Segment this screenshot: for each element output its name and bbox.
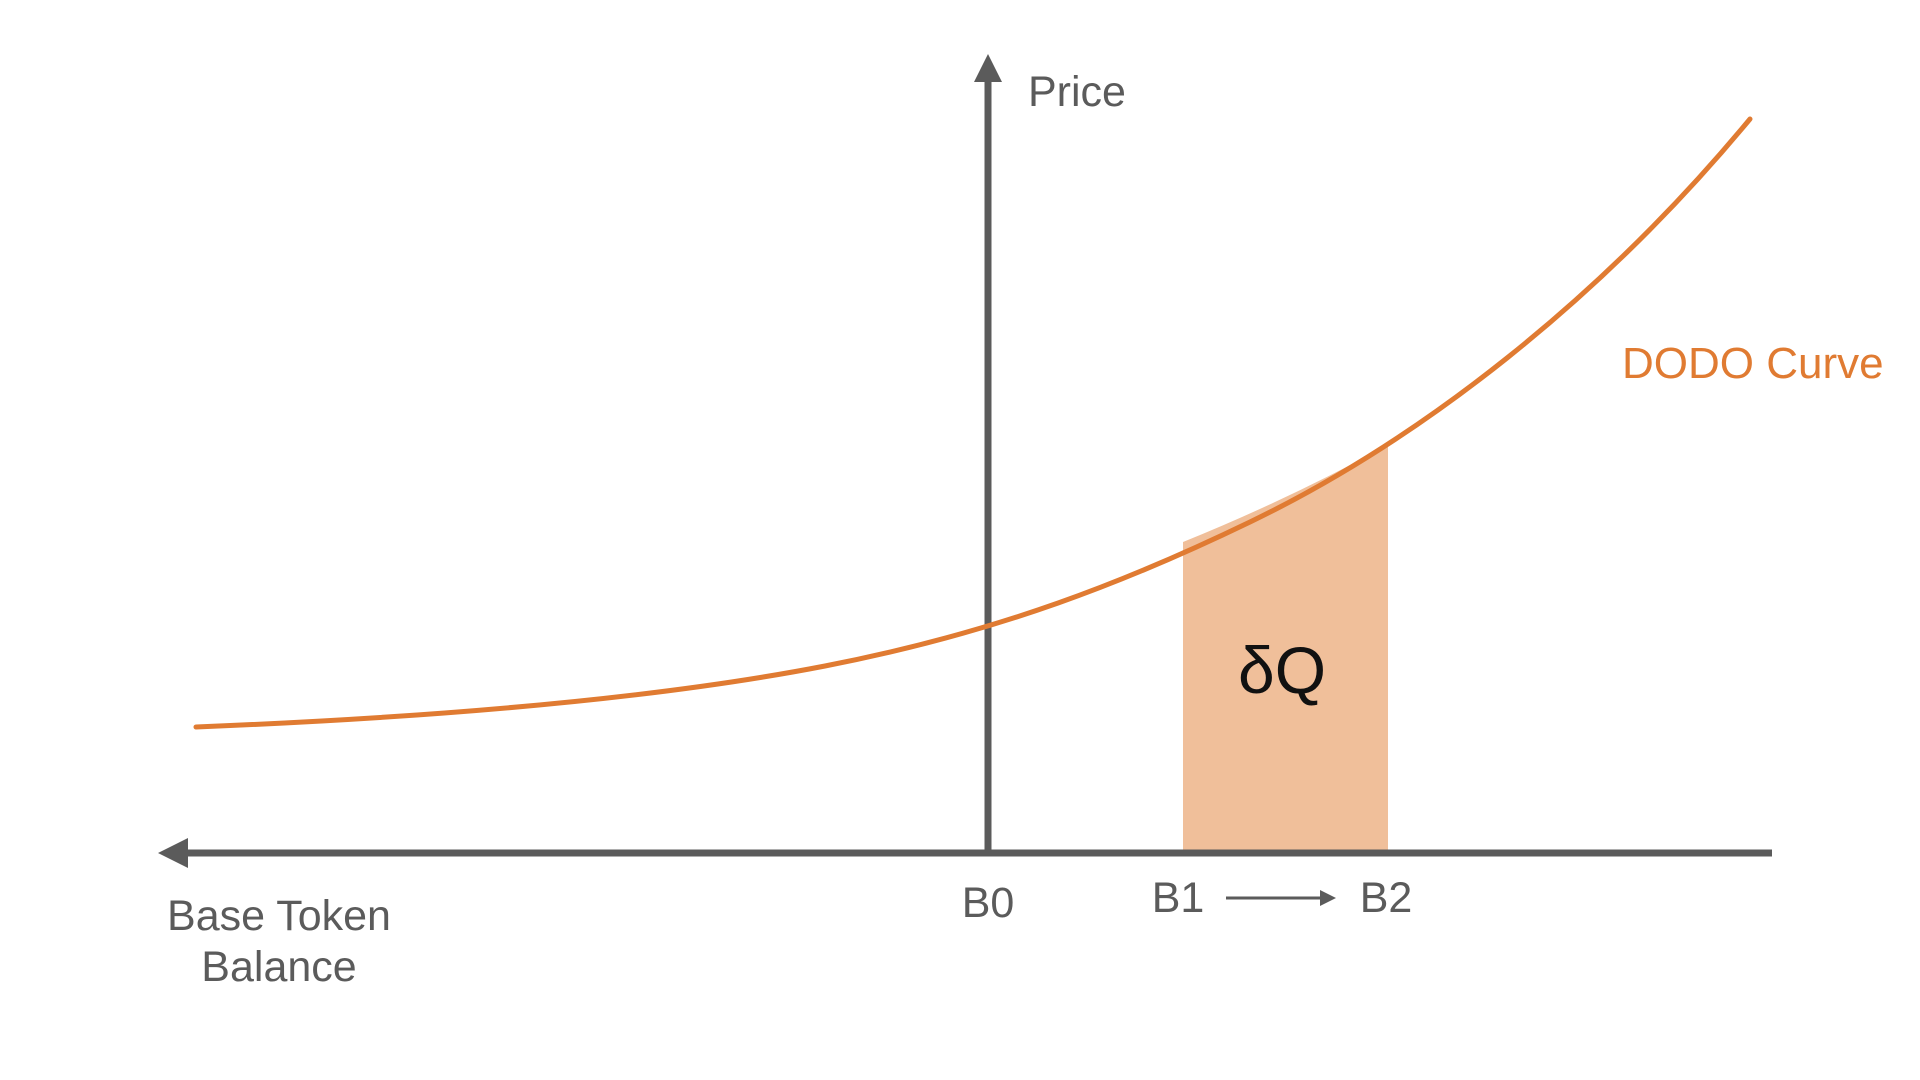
delta-q-area — [1183, 445, 1388, 853]
tick-label-b1: B1 — [1152, 874, 1205, 922]
dodo-curve — [193, 116, 1753, 730]
delta-q-label: δQ — [1238, 633, 1326, 707]
x-axis-label-line2: Balance — [201, 943, 356, 991]
y-axis-label: Price — [1028, 68, 1126, 116]
b1-to-b2-arrow-icon — [1320, 890, 1336, 906]
tick-label-b0: B0 — [962, 879, 1015, 927]
x-axis-label-line1: Base Token — [167, 892, 391, 940]
tick-label-b2: B2 — [1360, 874, 1413, 922]
x-axis-arrow-icon — [158, 838, 188, 868]
y-axis-arrow-icon — [974, 54, 1002, 82]
curve-label: DODO Curve — [1622, 339, 1884, 388]
